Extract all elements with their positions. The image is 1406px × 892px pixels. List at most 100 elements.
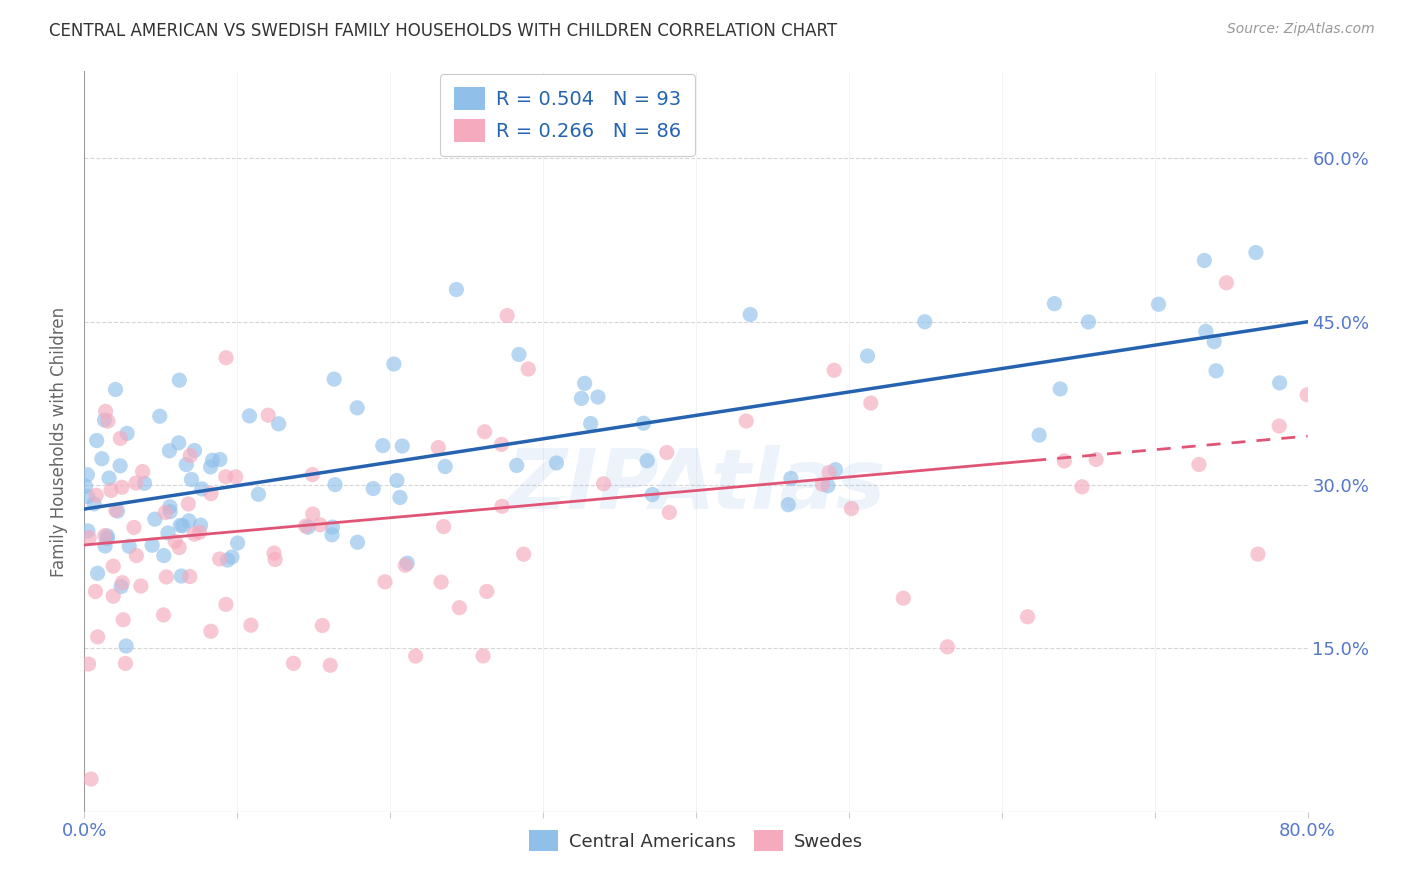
Point — [1268, 376, 1291, 390]
Point — [1296, 388, 1319, 402]
Point — [129, 579, 152, 593]
Point — [388, 491, 411, 505]
Point — [475, 584, 498, 599]
Point — [301, 507, 323, 521]
Point — [98, 471, 121, 485]
Point — [311, 618, 333, 632]
Point — [110, 580, 132, 594]
Point — [512, 547, 534, 561]
Point — [1188, 458, 1211, 472]
Point — [1244, 245, 1267, 260]
Point — [96, 532, 118, 546]
Point — [238, 409, 260, 423]
Point — [1194, 253, 1216, 268]
Point — [221, 549, 243, 564]
Point — [1017, 609, 1039, 624]
Point — [859, 396, 882, 410]
Point — [1077, 315, 1099, 329]
Point — [149, 409, 172, 424]
Point — [200, 624, 222, 639]
Text: CENTRAL AMERICAN VS SWEDISH FAMILY HOUSEHOLDS WITH CHILDREN CORRELATION CHART: CENTRAL AMERICAN VS SWEDISH FAMILY HOUSE… — [49, 22, 838, 40]
Point — [179, 449, 201, 463]
Point — [434, 459, 457, 474]
Point — [257, 408, 280, 422]
Point — [817, 478, 839, 492]
Point — [215, 351, 238, 365]
Point — [472, 648, 495, 663]
Point — [740, 308, 762, 322]
Point — [115, 639, 138, 653]
Point — [496, 309, 519, 323]
Point — [76, 467, 98, 482]
Point — [391, 439, 413, 453]
Point — [108, 458, 131, 473]
Point — [86, 566, 108, 581]
Point — [319, 658, 342, 673]
Point — [96, 529, 118, 543]
Point — [1053, 454, 1076, 468]
Y-axis label: Family Households with Children: Family Households with Children — [51, 307, 69, 576]
Point — [301, 467, 323, 482]
Point — [579, 417, 602, 431]
Point — [114, 657, 136, 671]
Point — [346, 401, 368, 415]
Point — [167, 541, 190, 555]
Point — [104, 503, 127, 517]
Point — [297, 520, 319, 534]
Point — [592, 476, 614, 491]
Point — [94, 404, 117, 418]
Legend: Central Americans, Swedes: Central Americans, Swedes — [522, 823, 870, 858]
Point — [427, 441, 450, 455]
Point — [177, 514, 200, 528]
Point — [174, 458, 197, 472]
Point — [125, 549, 148, 563]
Point — [200, 459, 222, 474]
Point — [323, 477, 346, 491]
Point — [385, 474, 408, 488]
Point — [506, 458, 529, 473]
Point — [574, 376, 596, 391]
Point — [208, 452, 231, 467]
Point — [374, 574, 396, 589]
Point — [936, 640, 959, 654]
Point — [107, 504, 129, 518]
Point — [104, 383, 127, 397]
Point — [141, 538, 163, 552]
Point — [208, 552, 231, 566]
Point — [914, 315, 936, 329]
Point — [97, 414, 120, 428]
Point — [474, 425, 496, 439]
Point — [94, 528, 117, 542]
Point — [405, 648, 427, 663]
Point — [112, 613, 135, 627]
Point — [225, 470, 247, 484]
Point — [1215, 276, 1237, 290]
Point — [100, 483, 122, 498]
Point — [110, 431, 132, 445]
Point — [1268, 419, 1291, 434]
Point — [190, 518, 212, 533]
Point — [1147, 297, 1170, 311]
Point — [1205, 364, 1227, 378]
Point — [155, 506, 177, 520]
Point — [546, 456, 568, 470]
Point — [636, 454, 658, 468]
Point — [226, 536, 249, 550]
Point — [1195, 325, 1218, 339]
Point — [76, 490, 98, 504]
Point — [823, 363, 845, 377]
Point — [77, 657, 100, 671]
Point — [159, 505, 181, 519]
Point — [77, 531, 100, 545]
Point — [86, 434, 108, 448]
Point — [655, 445, 678, 459]
Point — [321, 520, 343, 534]
Point — [156, 526, 179, 541]
Point — [263, 546, 285, 560]
Point — [167, 435, 190, 450]
Point — [1204, 334, 1226, 349]
Point — [508, 347, 530, 361]
Point — [165, 534, 187, 549]
Point — [215, 598, 238, 612]
Point — [267, 417, 290, 431]
